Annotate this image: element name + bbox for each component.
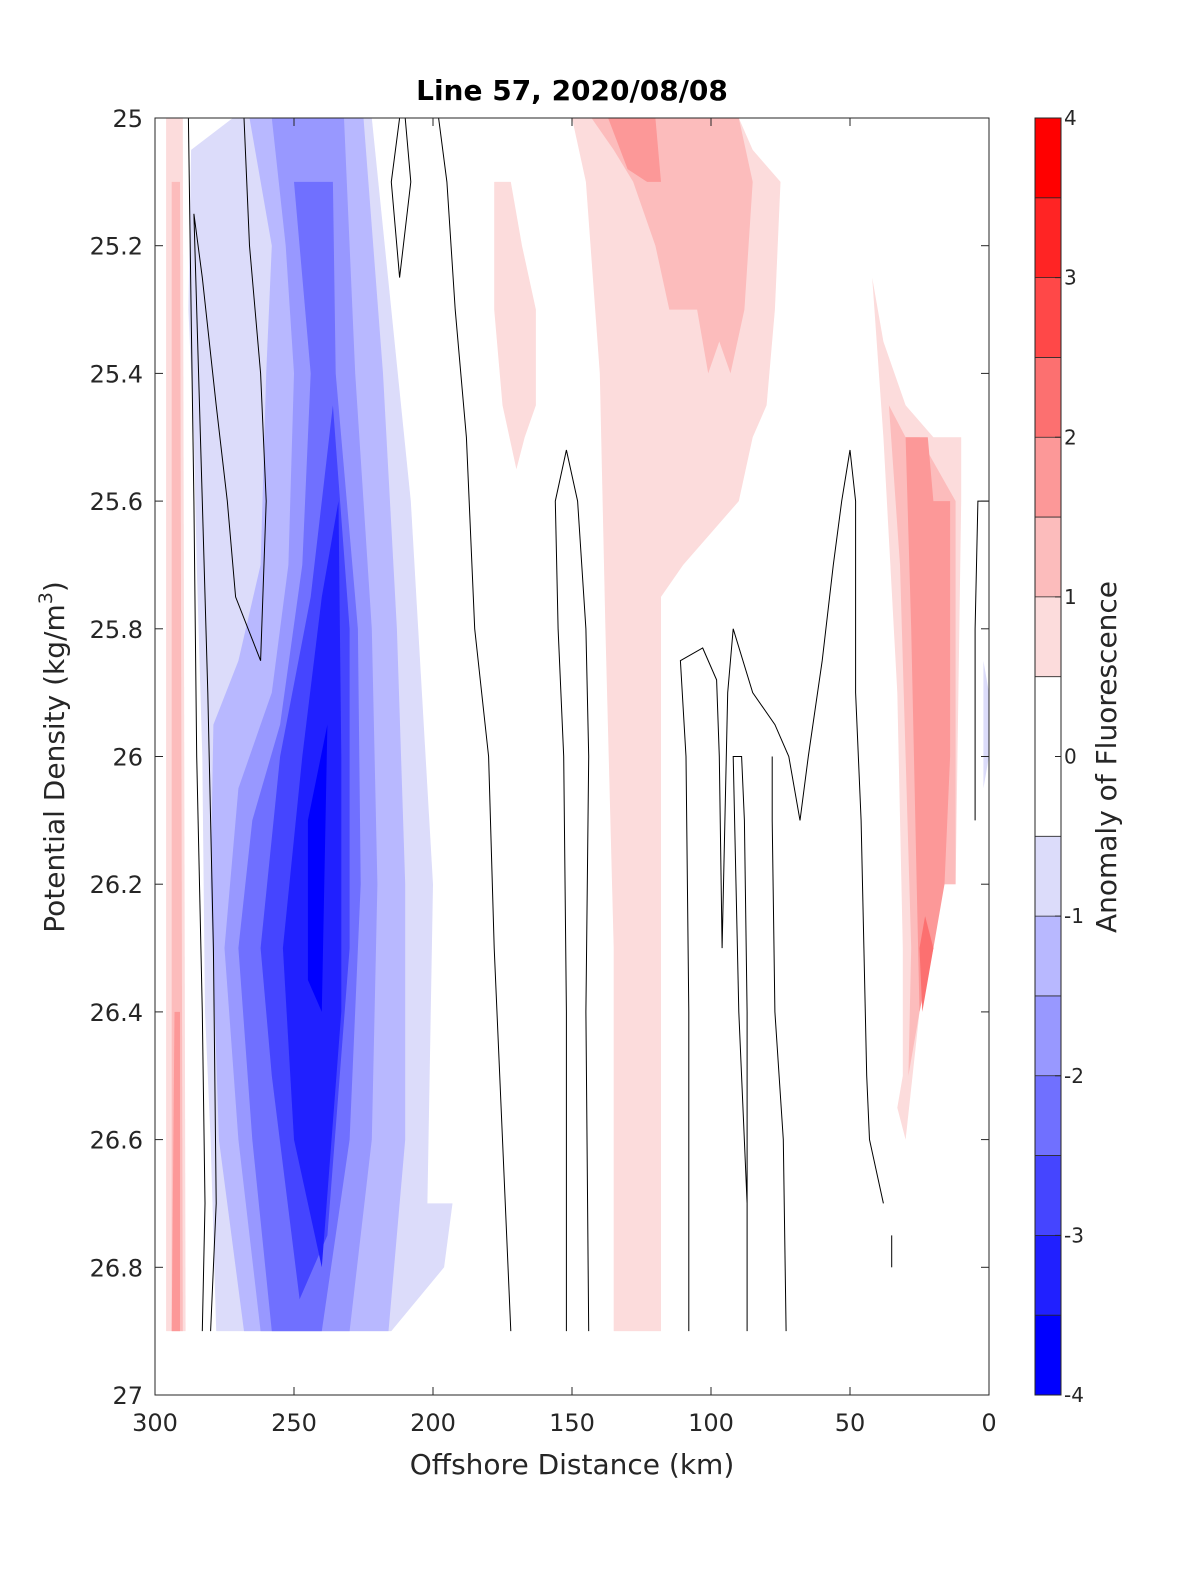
colorbar-tick-label: -2	[1064, 1064, 1084, 1088]
x-tick-label: 0	[981, 1409, 996, 1437]
colorbar-band-14	[1035, 118, 1061, 198]
filled-contour-region-18	[919, 916, 934, 1012]
colorbar-band-1	[1035, 1235, 1061, 1316]
colorbar-band-5	[1035, 916, 1061, 996]
x-axis: 300 250 200 150 100 50 0	[132, 118, 997, 1437]
colorbar-band-2	[1035, 1155, 1061, 1236]
colorbar-band-10	[1035, 437, 1061, 518]
colorbar-band-4	[1035, 995, 1061, 1076]
filled-contour-region-6	[307, 724, 328, 1012]
contour-line-6	[732, 756, 748, 1332]
x-tick-label: 250	[271, 1409, 317, 1437]
colorbar-tick-label: 1	[1064, 585, 1077, 609]
contour-line-layer	[187, 118, 989, 1332]
contour-line-3	[438, 118, 512, 1332]
contour-line-2	[390, 118, 412, 278]
colorbar-band-6	[1035, 836, 1061, 917]
y-tick-label: 26.6	[90, 1127, 143, 1155]
filled-contour-region-11	[494, 181, 536, 470]
filled-contour-region-13	[591, 118, 753, 374]
colorbar-tick-label: 2	[1064, 425, 1077, 449]
y-tick-label: 25.8	[90, 616, 143, 644]
y-axis-title: Potential Density (kg/m3)	[35, 581, 71, 933]
y-tick-label: 27	[112, 1382, 143, 1410]
colorbar-tick-label: 0	[1064, 745, 1077, 769]
x-tick-label: 200	[410, 1409, 456, 1437]
x-tick-label: 300	[132, 1409, 178, 1437]
contour-line-4	[554, 449, 590, 1332]
y-tick-label: 26.8	[90, 1254, 143, 1282]
y-axis-title-text: Potential Density (kg/m	[38, 604, 71, 933]
colorbar-tick-label: -1	[1064, 904, 1084, 928]
colorbar-band-13	[1035, 197, 1061, 278]
y-tick-label: 25.2	[90, 233, 143, 261]
colorbar-tick-label: 3	[1064, 266, 1077, 290]
colorbar-band-8	[1035, 596, 1061, 677]
filled-contour-region-17	[905, 437, 951, 1012]
y-tick-label: 25	[112, 105, 143, 133]
colorbar-band-0	[1035, 1315, 1061, 1395]
colorbar-band-3	[1035, 1075, 1061, 1156]
colorbar-tick-label: -4	[1064, 1383, 1084, 1407]
x-axis-title: Offshore Distance (km)	[410, 1448, 735, 1481]
contour-line-7	[771, 756, 787, 1332]
x-tick-label: 50	[835, 1409, 866, 1437]
colorbar: -4 -3 -2 -1 0 1 2 3 4 Anomaly of Fluorescence	[1034, 106, 1123, 1407]
filled-contour-region-12	[572, 118, 781, 1332]
y-tick-label: 25.6	[90, 488, 143, 516]
contour-line-0	[187, 118, 206, 1332]
contour-line-5	[679, 449, 884, 1332]
colorbar-band-12	[1035, 277, 1061, 358]
plot-area: 300 250 200 150 100 50 0 2525.225.425.625.8262…	[90, 105, 997, 1437]
colorbar-band-9	[1035, 517, 1061, 597]
y-axis: 25 25.2 25.4 25.6 25.8 26 26.2 26.4 26.6 26.8 27	[90, 105, 989, 1410]
filled-contour-layer	[166, 118, 989, 1332]
colorbar-title: Anomaly of Fluorescence	[1090, 581, 1123, 933]
colorbar-tick-label: 4	[1064, 106, 1077, 130]
colorbar-ticks: -4 -3 -2 -1 0 1 2 3 4	[1055, 106, 1084, 1407]
contour-line-1	[193, 118, 267, 1332]
y-axis-title-superscript: 3	[35, 592, 57, 604]
colorbar-tick-label: -3	[1064, 1223, 1084, 1247]
y-tick-label: 25.4	[90, 360, 143, 388]
y-tick-label: 26	[112, 744, 143, 772]
colorbar-bands	[1035, 118, 1061, 1395]
y-axis-title-close: )	[38, 581, 71, 592]
chart-title: Line 57, 2020/08/08	[416, 74, 728, 107]
filled-contour-region-10	[171, 1011, 180, 1332]
colorbar-band-11	[1035, 357, 1061, 438]
y-tick-label: 26.2	[90, 871, 143, 899]
x-tick-label: 150	[549, 1409, 595, 1437]
filled-contour-region-14	[608, 118, 661, 182]
y-tick-label: 26.4	[90, 999, 143, 1027]
x-tick-label: 100	[688, 1409, 734, 1437]
